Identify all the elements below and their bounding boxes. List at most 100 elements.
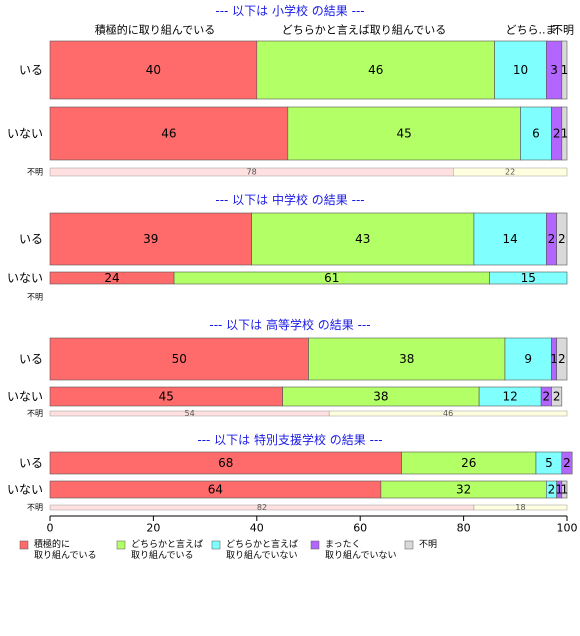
x-tick-label: 0 (47, 522, 54, 535)
bar-value-label: 14 (502, 232, 517, 246)
bar-value-label: 45 (159, 390, 174, 404)
column-header: 積極的に取り組んでいる (95, 23, 215, 37)
panel-title: --- 以下は 中学校 の結果 --- (215, 192, 364, 207)
row-label: いる (19, 352, 43, 366)
x-tick-label: 100 (557, 522, 578, 535)
legend-swatch (19, 540, 29, 550)
legend-swatch (404, 540, 414, 550)
panel-title: --- 以下は 特別支援学校 の結果 --- (197, 432, 382, 447)
bar-value-label: 10 (513, 63, 528, 77)
bar-segment (49, 337, 309, 381)
row-label: いない (7, 483, 43, 497)
column-header: 不明 (552, 24, 574, 37)
unknown-bar-segment (453, 167, 568, 177)
legend-label: 取り組んでいる (34, 549, 97, 561)
bar-segment (561, 40, 568, 100)
bar-value-label: 2 (548, 483, 556, 497)
bar-value-label: 2 (548, 232, 556, 246)
bar-value-label: 2 (542, 390, 550, 404)
unknown-label: 不明 (27, 409, 43, 418)
bar-value-label: 39 (143, 232, 158, 246)
bar-value-label: 2 (563, 456, 571, 470)
bar-value-label: 50 (172, 352, 187, 366)
bar-segment (494, 40, 547, 100)
panel-title: --- 以下は 小学校 の結果 --- (215, 3, 364, 18)
unknown-value-label: 46 (443, 409, 453, 418)
bar-value-label: 64 (208, 483, 223, 497)
bar-segment (49, 106, 289, 161)
unknown-value-label: 54 (184, 409, 194, 418)
legend-label: どちらかと言えば (226, 538, 298, 550)
bar-segment (551, 386, 563, 407)
row-label: いない (7, 127, 43, 141)
unknown-bar-segment (473, 504, 568, 511)
row-label: いる (19, 232, 43, 246)
bar-value-label: 1 (561, 483, 569, 497)
row-label: いない (7, 271, 43, 285)
x-tick-label: 20 (146, 522, 160, 535)
legend-label: 取り組んでいない (226, 549, 298, 561)
bar-value-label: 1 (561, 63, 569, 77)
bar-value-label: 2 (553, 127, 561, 141)
bar-segment (561, 480, 568, 499)
bar-segment (256, 40, 495, 100)
bar-value-label: 5 (545, 456, 553, 470)
unknown-value-label: 78 (247, 168, 257, 177)
bar-value-label: 24 (104, 271, 119, 285)
bar-value-label: 12 (502, 390, 517, 404)
legend-swatch (211, 540, 221, 550)
legend-label: 積極的に (34, 538, 70, 550)
x-tick-label: 60 (353, 522, 367, 535)
legend-label: 取り組んでいる (131, 549, 194, 561)
unknown-value-label: 18 (515, 503, 525, 512)
bar-value-label: 1 (550, 352, 558, 366)
bar-value-label: 2 (558, 352, 566, 366)
row-label: いる (19, 63, 43, 77)
x-tick-label: 80 (457, 522, 471, 535)
bar-value-label: 26 (461, 456, 476, 470)
bar-value-label: 46 (161, 127, 176, 141)
legend-swatch (116, 540, 126, 550)
legend-label: 不明 (419, 539, 437, 550)
bar-value-label: 15 (521, 271, 536, 285)
bar-value-label: 3 (550, 63, 558, 77)
unknown-label: 不明 (27, 168, 43, 177)
bar-value-label: 1 (555, 483, 563, 497)
bar-value-label: 68 (218, 456, 233, 470)
bar-segment (489, 271, 568, 285)
unknown-value-label: 82 (257, 503, 267, 512)
bar-value-label: 61 (324, 271, 339, 285)
bar-segment (308, 337, 506, 381)
bar-value-label: 45 (397, 127, 412, 141)
panel-title: --- 以下は 高等学校 の結果 --- (209, 317, 370, 332)
bar-segment (504, 337, 552, 381)
bar-segment (49, 40, 258, 100)
unknown-value-label: 22 (505, 168, 515, 177)
bar-segment (556, 212, 568, 266)
unknown-label: 不明 (27, 293, 43, 302)
bar-segment (561, 451, 573, 475)
x-tick-label: 40 (250, 522, 264, 535)
bar-value-label: 9 (524, 352, 532, 366)
bar-segment (556, 337, 568, 381)
bar-segment (520, 106, 552, 161)
legend-label: どちらかと言えば (131, 538, 203, 550)
bar-value-label: 40 (146, 63, 161, 77)
bar-segment (251, 212, 475, 266)
bar-segment (473, 212, 547, 266)
legend-label: 取り組んでいない (325, 549, 397, 561)
bar-segment (287, 106, 521, 161)
legend-label: まったく (325, 539, 361, 550)
unknown-bar-segment (328, 410, 568, 417)
unknown-label: 不明 (27, 503, 43, 512)
row-label: いない (7, 390, 43, 404)
bar-segment (561, 106, 568, 161)
bar-value-label: 6 (532, 127, 540, 141)
bar-value-label: 2 (558, 232, 566, 246)
bar-value-label: 38 (399, 352, 414, 366)
legend-swatch (310, 540, 320, 550)
bar-segment (49, 212, 252, 266)
bar-value-label: 32 (456, 483, 471, 497)
row-label: いる (19, 456, 43, 470)
